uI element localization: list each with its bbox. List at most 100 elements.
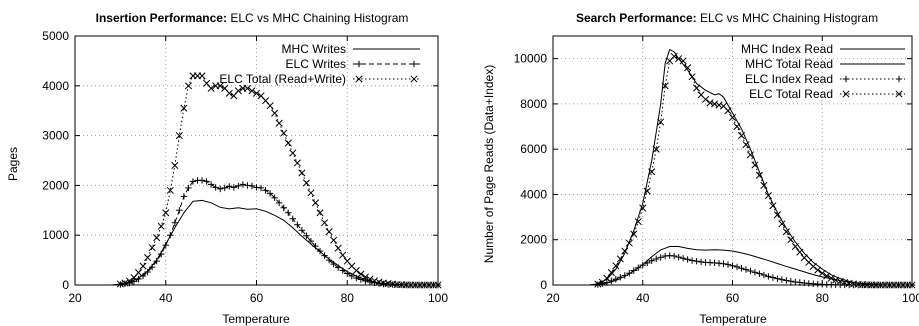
data-point <box>652 145 660 153</box>
data-point <box>325 228 333 236</box>
data-point <box>715 101 723 109</box>
data-point <box>809 262 817 270</box>
data-point <box>616 255 624 263</box>
data-point <box>675 55 683 63</box>
data-point <box>162 241 169 249</box>
data-point <box>139 262 147 270</box>
data-point <box>344 270 351 277</box>
legend-label: ELC Total Read <box>749 87 833 101</box>
data-point <box>135 275 142 283</box>
data-point <box>353 274 360 282</box>
data-point <box>293 159 301 167</box>
data-point <box>148 244 156 252</box>
data-point <box>612 262 620 270</box>
data-point <box>670 52 678 60</box>
data-point <box>710 100 719 108</box>
data-point <box>271 194 278 202</box>
series-line <box>553 48 912 286</box>
data-point <box>185 184 192 192</box>
data-point <box>375 278 383 286</box>
data-point <box>657 254 664 261</box>
x-tick-label: 20 <box>546 291 560 305</box>
data-point <box>607 268 615 277</box>
data-point <box>280 204 287 212</box>
data-point <box>171 161 179 170</box>
data-point <box>294 221 301 228</box>
legend-label: ELC Index Read <box>745 72 833 86</box>
y-tick-label: 5000 <box>42 29 69 43</box>
data-point <box>289 215 296 222</box>
data-point <box>130 278 138 285</box>
data-point <box>693 84 701 92</box>
data-point <box>226 183 233 190</box>
data-point <box>832 276 840 284</box>
data-point <box>366 275 374 283</box>
data-point <box>284 139 292 147</box>
data-point <box>657 118 665 126</box>
legend-marker <box>895 90 903 98</box>
data-point <box>252 89 261 97</box>
data-point <box>189 178 197 185</box>
legend-marker <box>410 60 418 68</box>
data-point <box>221 184 228 192</box>
data-point <box>679 255 687 262</box>
data-point <box>594 280 602 288</box>
data-point <box>207 84 215 92</box>
data-point <box>769 202 777 210</box>
data-point <box>230 184 238 191</box>
data-point <box>782 228 790 236</box>
data-point <box>617 274 624 281</box>
chart-title-bold: Insertion Performance: <box>96 11 227 25</box>
chart-title: Insertion Performance: ELC vs MHC Chaini… <box>96 11 409 25</box>
series-line <box>75 199 438 286</box>
data-point <box>153 234 161 242</box>
data-point <box>765 273 772 280</box>
data-point <box>688 257 696 264</box>
data-point <box>693 258 700 265</box>
data-point <box>635 264 642 271</box>
data-point <box>670 252 678 260</box>
data-point <box>307 237 315 245</box>
data-point <box>679 57 687 65</box>
plot-frame <box>74 35 439 286</box>
y-tick-label: 4000 <box>520 187 547 201</box>
chart-title: Search Performance: ELC vs MHC Chaining … <box>576 11 878 25</box>
data-point <box>366 278 374 286</box>
data-point <box>334 244 342 252</box>
data-point <box>684 64 692 72</box>
x-tick-label: 40 <box>636 291 650 305</box>
data-point <box>630 267 637 274</box>
legend-label: MHC Writes <box>282 42 346 56</box>
series-line <box>597 55 912 286</box>
data-point <box>298 227 306 234</box>
data-point <box>234 87 242 95</box>
data-point <box>724 261 732 268</box>
data-point <box>175 132 183 140</box>
data-point <box>621 247 629 255</box>
data-point <box>162 209 170 217</box>
data-point <box>312 242 319 250</box>
data-point <box>339 251 347 259</box>
data-point <box>599 280 606 287</box>
data-point <box>171 219 179 226</box>
legend-label: ELC Total (Read+Write) <box>219 72 346 86</box>
data-point <box>217 185 224 193</box>
x-tick-label: 60 <box>250 291 264 305</box>
data-point <box>148 263 156 271</box>
data-point <box>639 261 646 269</box>
y-tick-label: 2000 <box>42 178 69 192</box>
data-point <box>307 189 315 197</box>
data-point <box>747 267 754 275</box>
data-point <box>729 262 736 269</box>
x-tick-label: 100 <box>428 291 448 305</box>
data-point <box>361 273 369 281</box>
data-point <box>153 257 160 265</box>
data-point <box>791 242 799 251</box>
data-point <box>357 270 365 278</box>
data-point <box>285 209 292 216</box>
data-point <box>298 169 306 177</box>
legend-label: ELC Writes <box>286 57 346 71</box>
data-point <box>339 267 346 274</box>
